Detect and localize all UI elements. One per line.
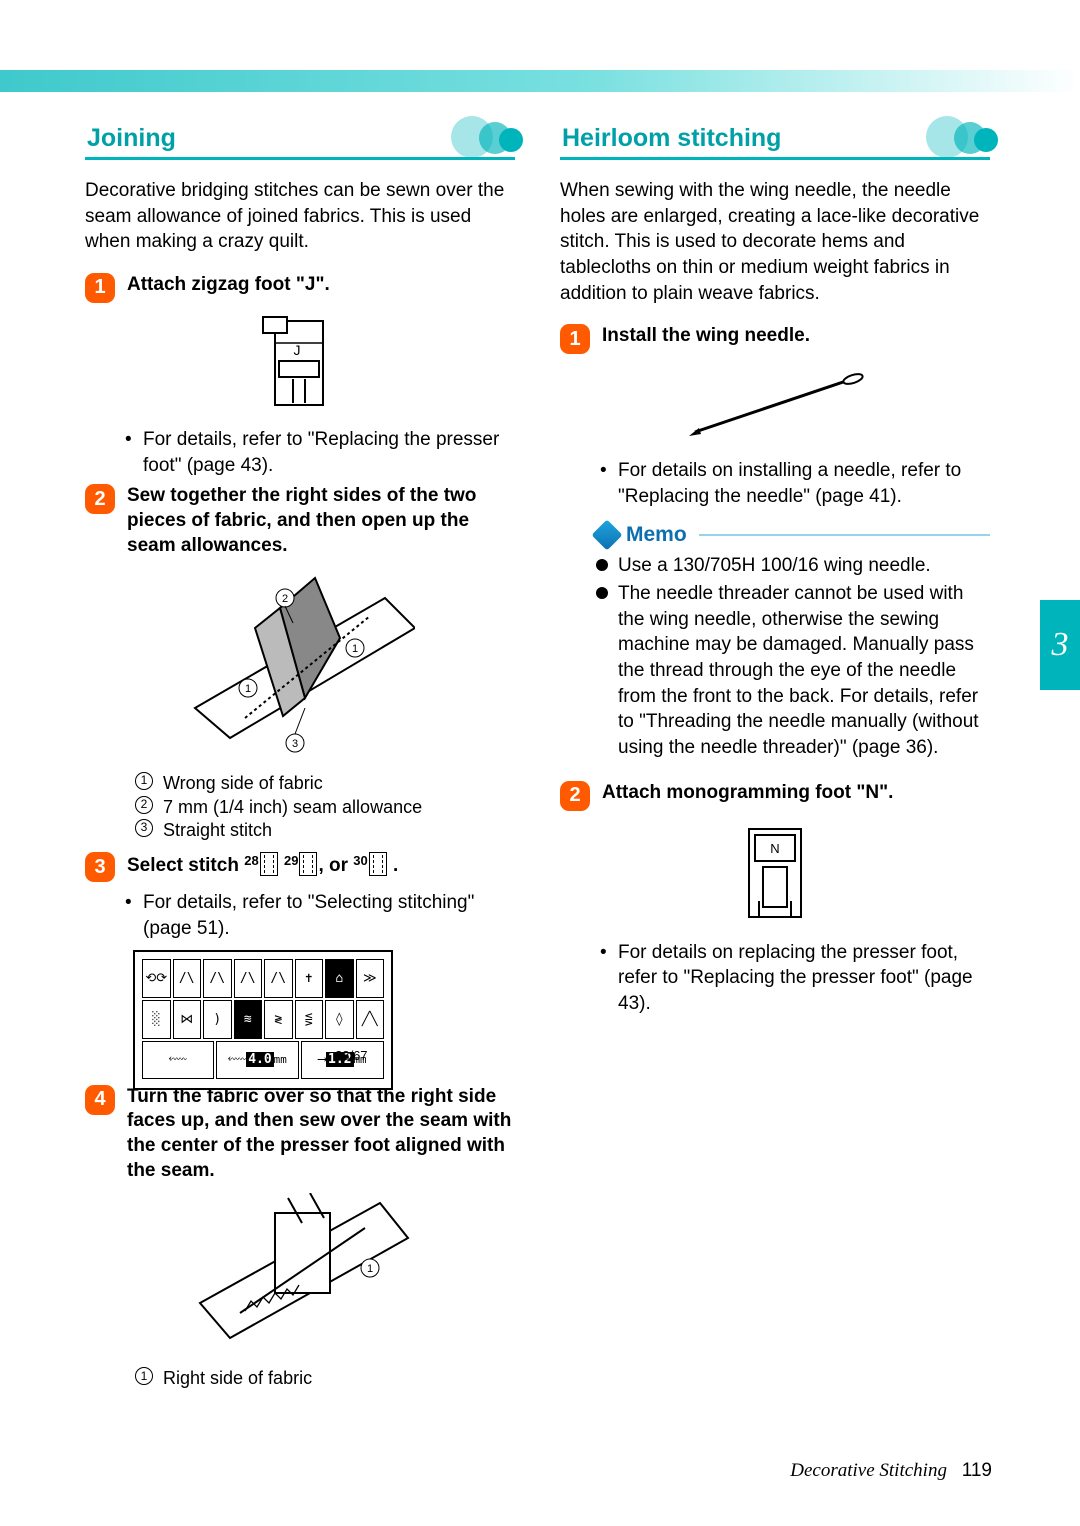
column-joining: Joining Decorative bridging stitches can… <box>85 120 515 1401</box>
chapter-tab: 3 <box>1040 600 1080 690</box>
figure-legend: 1Wrong side of fabric 27 mm (1/4 inch) s… <box>135 772 515 842</box>
svg-text:J: J <box>294 342 301 358</box>
svg-text:1: 1 <box>352 643 358 655</box>
step-4: 4 Turn the fabric over so that the right… <box>85 1085 515 1184</box>
step-1-right-detail: •For details on installing a needle, ref… <box>600 458 990 509</box>
header-bubbles-icon <box>451 116 521 158</box>
section-header-heirloom: Heirloom stitching <box>560 120 990 160</box>
step-badge-1: 1 <box>85 273 115 303</box>
stitch-count: 28/67 <box>335 1048 515 1063</box>
step-3-text: Select stitch 28 29, or 30 . <box>127 852 515 882</box>
step-1-right: 1 Install the wing needle. <box>560 324 990 354</box>
manual-page: 3 Joining Decorative bridging stitches c… <box>0 0 1080 1526</box>
step-2-right: 2 Attach monogramming foot "N". <box>560 781 990 811</box>
step-2-right-text: Attach monogramming foot "N". <box>602 781 990 811</box>
step-1-text: Attach zigzag foot "J". <box>127 273 515 303</box>
step-2-text: Sew together the right sides of the two … <box>127 484 515 558</box>
step-badge-2: 2 <box>560 781 590 811</box>
seam-open-figure: 1 1 2 3 <box>185 568 415 758</box>
intro-text: Decorative bridging stitches can be sewn… <box>85 178 515 255</box>
lcd-display-figure: ⟲⟳/\/\/\/\✝⌂≫ ░⋈)≋≷⋚◊╱╲ ⬳ ⬳ 4.0mm ⟶ 1.2m… <box>133 950 393 1090</box>
svg-text:3: 3 <box>292 738 298 750</box>
step-2: 2 Sew together the right sides of the tw… <box>85 484 515 558</box>
page-footer: Decorative Stitching 119 <box>790 1460 992 1482</box>
header-bubbles-icon <box>926 116 996 158</box>
sew-over-seam-figure: 1 <box>190 1193 410 1353</box>
svg-text:2: 2 <box>282 593 288 605</box>
top-accent-bar <box>0 70 1080 92</box>
step-1-right-text: Install the wing needle. <box>602 324 990 354</box>
memo-item-1: Use a 130/705H 100/16 wing needle. <box>596 553 990 579</box>
step-badge-2: 2 <box>85 484 115 514</box>
step-badge-1: 1 <box>560 324 590 354</box>
footer-section: Decorative Stitching <box>790 1460 947 1481</box>
memo-title: Memo <box>626 523 687 547</box>
page-number: 119 <box>962 1460 992 1481</box>
intro-text: When sewing with the wing needle, the ne… <box>560 178 990 306</box>
step-badge-3: 3 <box>85 852 115 882</box>
figure-4-legend: 1Right side of fabric <box>135 1367 515 1390</box>
step-badge-4: 4 <box>85 1085 115 1115</box>
section-header-joining: Joining <box>85 120 515 160</box>
memo-item-2: The needle threader cannot be used with … <box>596 581 990 760</box>
step-1: 1 Attach zigzag foot "J". <box>85 273 515 303</box>
wing-needle-figure <box>675 364 875 444</box>
section-title: Heirloom stitching <box>560 124 781 153</box>
zigzag-foot-figure: J <box>245 313 355 413</box>
section-title: Joining <box>85 124 176 153</box>
svg-text:1: 1 <box>245 683 251 695</box>
memo-diamond-icon <box>591 520 622 551</box>
svg-text:1: 1 <box>367 1263 373 1275</box>
step-3-detail: •For details, refer to "Selecting stitch… <box>125 890 515 941</box>
step-3: 3 Select stitch 28 29, or 30 . <box>85 852 515 882</box>
step-2-right-detail: •For details on replacing the presser fo… <box>600 940 990 1017</box>
step-1-detail: •For details, refer to "Replacing the pr… <box>125 427 515 478</box>
memo-header: Memo <box>596 523 990 547</box>
column-heirloom: Heirloom stitching When sewing with the … <box>560 120 990 1401</box>
svg-text:N: N <box>770 841 779 856</box>
monogram-foot-figure: N <box>725 821 825 926</box>
step-4-text: Turn the fabric over so that the right s… <box>127 1085 515 1184</box>
